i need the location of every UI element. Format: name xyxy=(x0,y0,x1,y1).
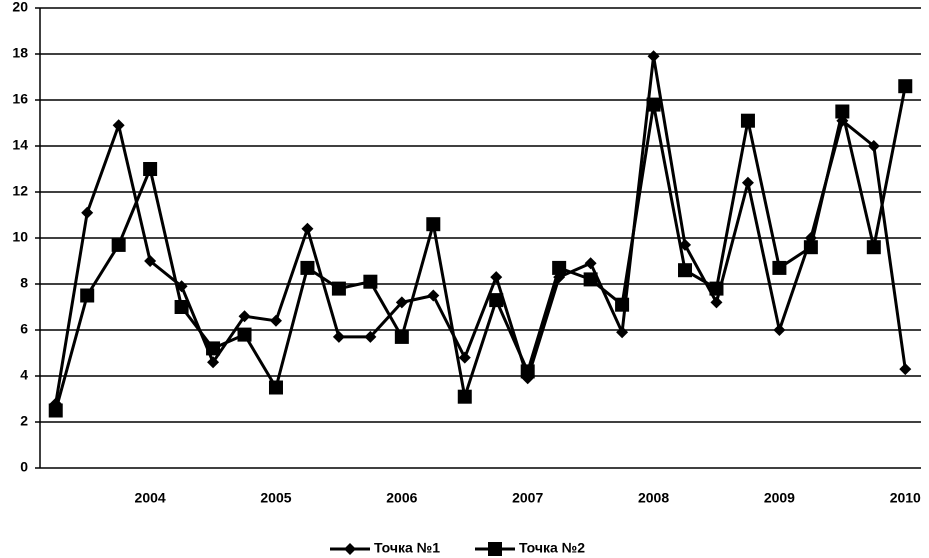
data-point xyxy=(332,330,345,343)
data-point xyxy=(207,356,220,369)
y-tick-label: 20 xyxy=(12,0,28,15)
data-point xyxy=(174,300,189,314)
data-point xyxy=(710,296,723,309)
data-point xyxy=(111,237,126,252)
data-point xyxy=(552,260,567,275)
data-point xyxy=(490,271,503,284)
data-point xyxy=(364,330,377,343)
series-line xyxy=(54,85,907,411)
x-tick-label: 2006 xyxy=(386,490,417,506)
data-point xyxy=(457,389,472,404)
data-point xyxy=(489,293,504,308)
legend-label: Точка №2 xyxy=(519,540,585,556)
y-tick-label: 2 xyxy=(20,413,28,429)
legend-label: Точка №1 xyxy=(374,540,440,556)
data-point xyxy=(615,297,630,312)
data-point xyxy=(427,289,440,302)
x-tick-label: 2010 xyxy=(890,490,921,506)
data-point xyxy=(144,255,157,267)
y-tick-label: 18 xyxy=(12,45,28,61)
data-point xyxy=(740,113,755,128)
data-point xyxy=(300,260,315,275)
data-point xyxy=(363,274,378,289)
data-point xyxy=(772,260,787,275)
data-point xyxy=(426,217,441,232)
data-point xyxy=(709,281,724,296)
data-point xyxy=(238,310,251,323)
y-tick-label: 8 xyxy=(20,275,28,291)
legend-marker xyxy=(344,543,356,555)
x-tick-label: 2008 xyxy=(638,490,669,506)
data-point xyxy=(395,296,408,309)
y-tick-label: 10 xyxy=(12,229,28,245)
data-point xyxy=(867,140,880,152)
data-point xyxy=(206,341,221,356)
data-point xyxy=(394,329,409,344)
data-point xyxy=(584,257,597,270)
data-point xyxy=(520,364,535,379)
data-point xyxy=(678,263,693,278)
series-line xyxy=(54,54,907,404)
data-point xyxy=(81,206,94,219)
data-point xyxy=(48,403,63,418)
data-point xyxy=(143,162,158,176)
data-point xyxy=(268,380,283,395)
x-tick-label: 2004 xyxy=(135,490,166,506)
data-point xyxy=(773,324,786,336)
data-point xyxy=(458,351,471,364)
y-tick-label: 4 xyxy=(20,367,28,383)
data-point xyxy=(899,363,912,376)
data-point xyxy=(237,327,252,342)
y-tick-label: 16 xyxy=(12,91,28,107)
data-point xyxy=(616,326,629,339)
y-tick-label: 6 xyxy=(20,321,28,337)
data-point xyxy=(898,79,913,94)
y-tick-label: 0 xyxy=(20,459,28,475)
data-point xyxy=(269,314,282,327)
data-point xyxy=(647,50,660,63)
data-point xyxy=(835,104,850,119)
data-point xyxy=(331,281,346,296)
data-point xyxy=(866,240,881,255)
y-tick-label: 14 xyxy=(12,137,28,153)
x-tick-label: 2005 xyxy=(260,490,291,506)
legend-marker xyxy=(488,542,502,556)
x-tick-label: 2009 xyxy=(764,490,795,506)
y-tick-label: 12 xyxy=(12,183,28,199)
data-point xyxy=(646,97,661,112)
data-point xyxy=(301,222,314,235)
data-point xyxy=(583,272,598,287)
data-point xyxy=(803,240,818,255)
data-point xyxy=(112,119,125,132)
x-tick-label: 2007 xyxy=(512,490,543,506)
data-point xyxy=(80,288,95,303)
data-point xyxy=(741,176,754,189)
